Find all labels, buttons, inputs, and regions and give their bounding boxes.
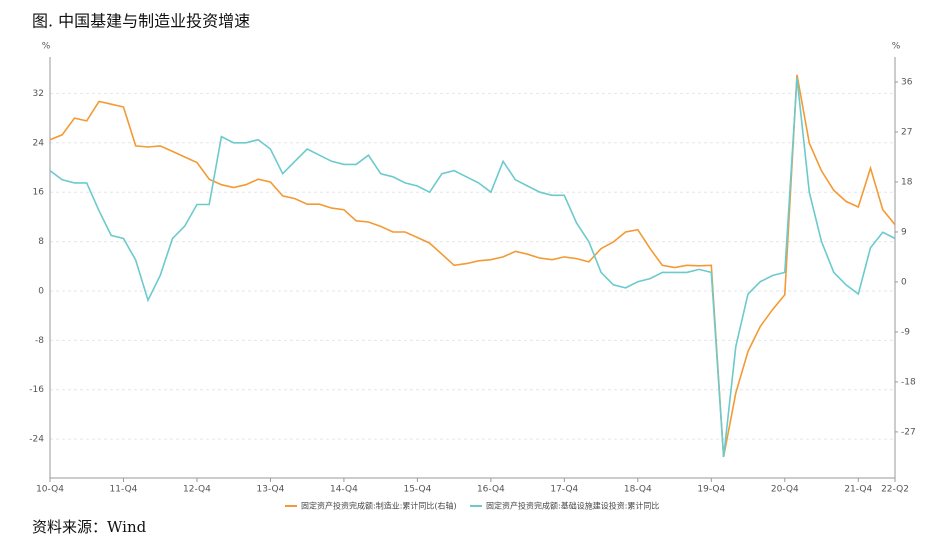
y-unit: %: [42, 42, 51, 52]
legend-label: 固定资产投资完成额:基础设施建设投资:累计同比: [486, 501, 659, 511]
y2-unit: %: [892, 42, 901, 52]
y-tick-label: 0: [38, 286, 44, 296]
y2-tick-label: 18: [901, 177, 913, 187]
x-tick-label: 16-Q4: [477, 485, 505, 495]
x-tick-label: 17-Q4: [550, 485, 578, 495]
legend-label: 固定资产投资完成额:制造业:累计同比(右轴): [301, 501, 457, 511]
line-series: [49, 77, 896, 458]
y2-tick-label: 27: [901, 127, 912, 137]
x-tick-label: 10-Q4: [36, 485, 64, 495]
x-tick-label: 21-Q4: [844, 485, 872, 495]
y-tick-label: -16: [29, 385, 44, 395]
x-tick-label: 11-Q4: [110, 485, 138, 495]
x-tick-label: 22-Q2: [881, 485, 909, 495]
y-tick-label: -8: [35, 336, 44, 346]
x-tick-label: 13-Q4: [257, 485, 285, 495]
chart-title: 图. 中国基建与制造业投资增速: [32, 12, 250, 31]
y2-tick-label: -27: [901, 427, 916, 437]
y-tick-label: 8: [38, 237, 44, 247]
y2-tick-label: -9: [901, 327, 910, 337]
source: 资料来源：Wind: [32, 518, 147, 536]
x-tick-label: 12-Q4: [183, 485, 211, 495]
y-tick-label: -24: [29, 435, 44, 445]
y2-tick-label: 0: [901, 277, 907, 287]
y-tick-label: 24: [33, 138, 45, 148]
x-tick-label: 20-Q4: [771, 485, 799, 495]
line-series: [49, 74, 896, 458]
y-tick-label: 32: [33, 89, 44, 99]
x-tick-label: 19-Q4: [697, 485, 725, 495]
y2-tick-label: 36: [901, 77, 913, 87]
x-tick-label: 18-Q4: [624, 485, 652, 495]
y2-tick-label: 9: [901, 227, 907, 237]
y-tick-label: 16: [33, 188, 45, 198]
y2-tick-label: -18: [901, 377, 916, 387]
x-tick-label: 15-Q4: [403, 485, 431, 495]
x-tick-label: 14-Q4: [330, 485, 358, 495]
